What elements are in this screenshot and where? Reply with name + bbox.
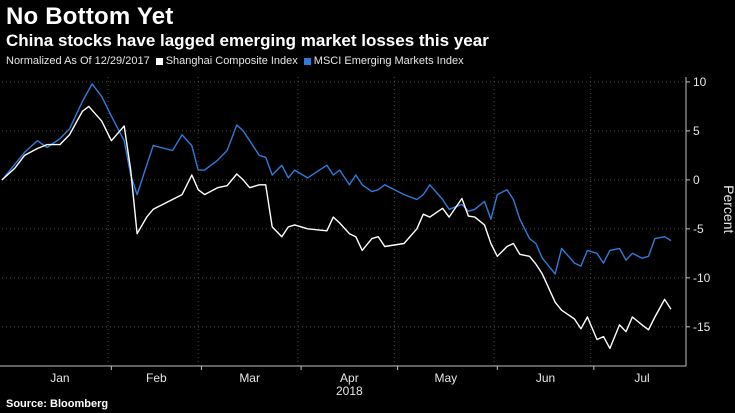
x-tick-labels: Jan Feb Mar Apr May Jun Jul 2018 xyxy=(50,371,650,398)
legend-swatch-msci xyxy=(303,57,311,65)
y-tick-label: 5 xyxy=(693,124,700,138)
x-tick-label-apr: Apr xyxy=(340,371,359,385)
series-lines xyxy=(1,83,672,350)
source-note: Source: Bloomberg xyxy=(6,398,109,410)
axes xyxy=(0,77,690,370)
chart-subtitle: China stocks have lagged emerging market… xyxy=(6,31,489,50)
y-tick-labels: 10 5 0 -5 -10 -15 Percent xyxy=(693,75,735,334)
x-tick-label-jul: Jul xyxy=(634,371,649,385)
legend-item-msci: MSCI Emerging Markets Index xyxy=(303,55,464,67)
legend-item-shanghai: Shanghai Composite Index xyxy=(155,55,298,67)
chart-title: No Bottom Yet xyxy=(6,3,174,30)
y-axis-title: Percent xyxy=(721,185,735,233)
x-tick-label-may: May xyxy=(435,371,458,385)
series-line-msci xyxy=(1,83,672,275)
series-line-shanghai xyxy=(1,105,672,350)
x-tick-label-mar: Mar xyxy=(239,371,260,385)
legend-swatch-shanghai xyxy=(155,57,163,65)
y-tick-label: 0 xyxy=(693,173,700,187)
x-tick-label-jun: Jun xyxy=(536,371,555,385)
legend-label-shanghai: Shanghai Composite Index xyxy=(165,55,298,67)
y-tick-label: -5 xyxy=(693,222,704,236)
y-tick-label: 10 xyxy=(693,75,707,89)
legend-label-msci: MSCI Emerging Markets Index xyxy=(313,55,464,67)
x-tick-label-feb: Feb xyxy=(146,371,167,385)
x-tick-label-jan: Jan xyxy=(50,371,69,385)
y-tick-label: -15 xyxy=(693,320,711,334)
legend: Normalized As Of 12/29/2017 Shanghai Com… xyxy=(6,55,464,67)
legend-note: Normalized As Of 12/29/2017 xyxy=(6,55,150,67)
y-tick-label: -10 xyxy=(693,271,711,285)
x-year-label: 2018 xyxy=(336,384,363,398)
gridlines xyxy=(2,77,686,366)
